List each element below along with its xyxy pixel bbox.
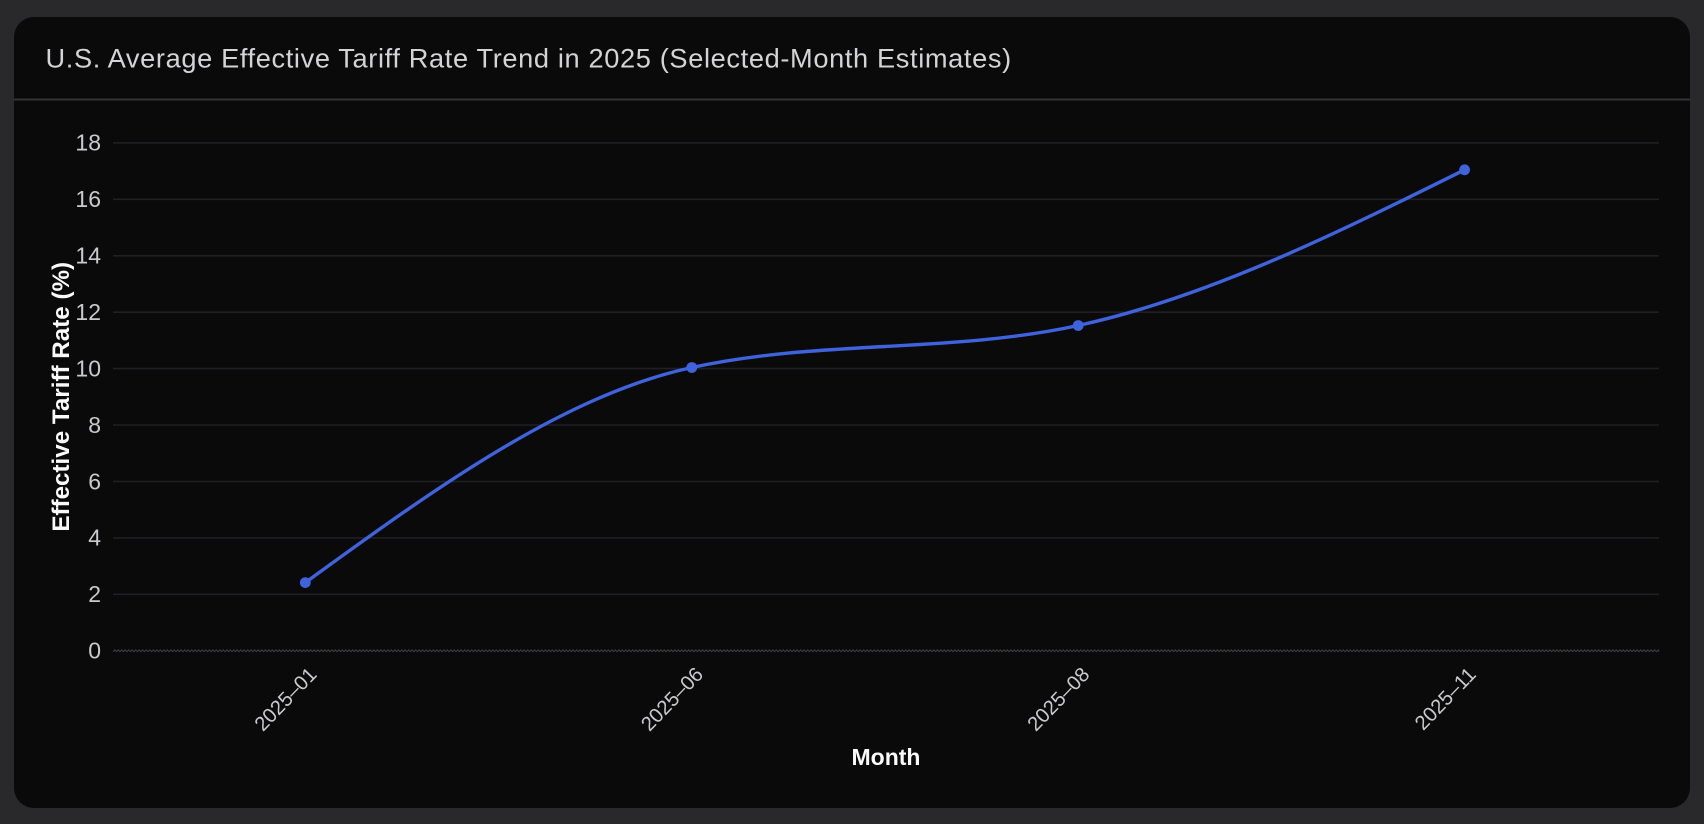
- svg-text:8: 8: [88, 412, 101, 438]
- svg-text:4: 4: [88, 525, 101, 551]
- svg-text:2: 2: [88, 581, 101, 607]
- svg-text:14: 14: [75, 243, 101, 269]
- svg-text:Month: Month: [852, 744, 921, 770]
- svg-text:16: 16: [75, 186, 101, 212]
- svg-text:U.S. Average Effective Tariff: U.S. Average Effective Tariff Rate Trend…: [46, 43, 1012, 74]
- svg-text:6: 6: [88, 468, 101, 494]
- svg-text:Effective Tariff Rate (%): Effective Tariff Rate (%): [48, 262, 75, 532]
- svg-text:0: 0: [88, 638, 101, 664]
- svg-text:12: 12: [75, 299, 101, 325]
- svg-text:10: 10: [75, 355, 101, 381]
- svg-text:18: 18: [75, 130, 101, 156]
